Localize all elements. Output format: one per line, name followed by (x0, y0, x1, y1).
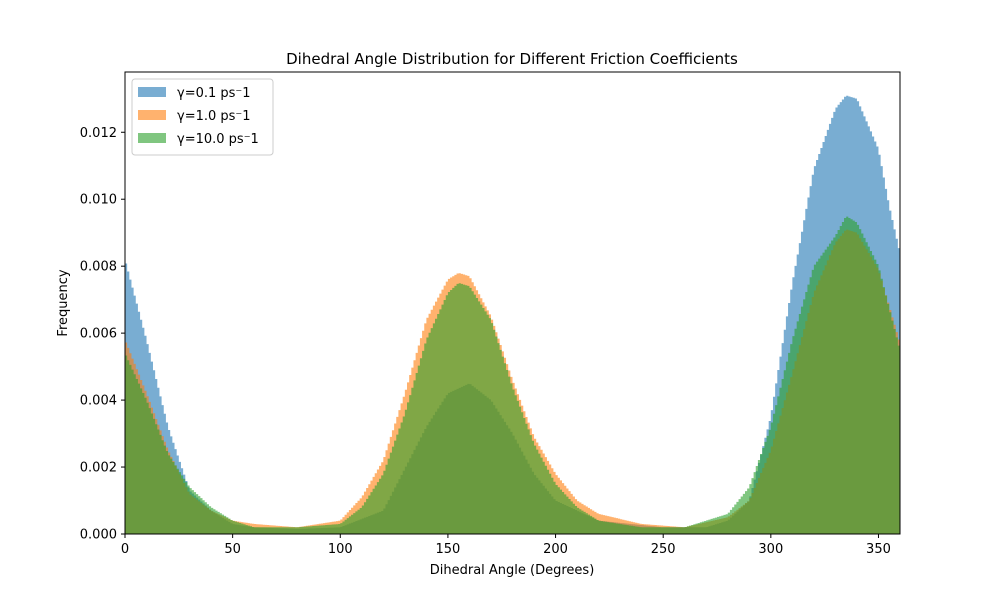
y-tick-label: 0.012 (80, 126, 117, 141)
legend-box (131, 78, 274, 156)
y-tick-label: 0.008 (80, 260, 117, 275)
y-tick-label: 0.000 (80, 528, 117, 543)
legend-swatch (138, 87, 166, 97)
legend-label: γ=10.0 ps⁻1 (177, 132, 259, 147)
y-tick-label: 0.006 (80, 327, 117, 342)
legend-swatch (138, 110, 166, 120)
y-tick-label: 0.002 (80, 461, 117, 476)
y-axis-label: Frequency (56, 269, 71, 336)
legend-label: γ=1.0 ps⁻1 (177, 109, 251, 124)
bars-layer (125, 95, 900, 535)
y-axis-ticks: 0.000 0.002 0.004 0.006 0.008 0.010 0.012 (80, 126, 125, 543)
x-tick-label: 350 (866, 542, 891, 557)
x-axis-ticks: 0 50 100 150 200 250 300 350 (121, 534, 891, 557)
series-1-histogram (125, 229, 900, 534)
chart-title: Dihedral Angle Distribution for Differen… (286, 50, 738, 68)
legend: γ=0.1 ps⁻1 γ=1.0 ps⁻1 γ=10.0 ps⁻1 (131, 78, 274, 156)
legend-label: γ=0.1 ps⁻1 (177, 86, 251, 101)
x-axis-label: Dihedral Angle (Degrees) (430, 563, 595, 578)
y-tick-label: 0.004 (80, 394, 117, 409)
x-tick-label: 50 (224, 542, 241, 557)
y-tick-label: 0.010 (80, 193, 117, 208)
x-tick-label: 0 (121, 542, 129, 557)
legend-swatch (138, 133, 166, 143)
x-tick-label: 200 (543, 542, 568, 557)
plot-frame (124, 71, 901, 535)
x-tick-label: 150 (436, 542, 461, 557)
x-tick-label: 300 (758, 542, 783, 557)
x-tick-label: 100 (328, 542, 353, 557)
x-tick-label: 250 (651, 542, 676, 557)
series-1-bars (125, 229, 900, 534)
series-2-bars (125, 216, 900, 534)
series-2-histogram (125, 216, 900, 534)
